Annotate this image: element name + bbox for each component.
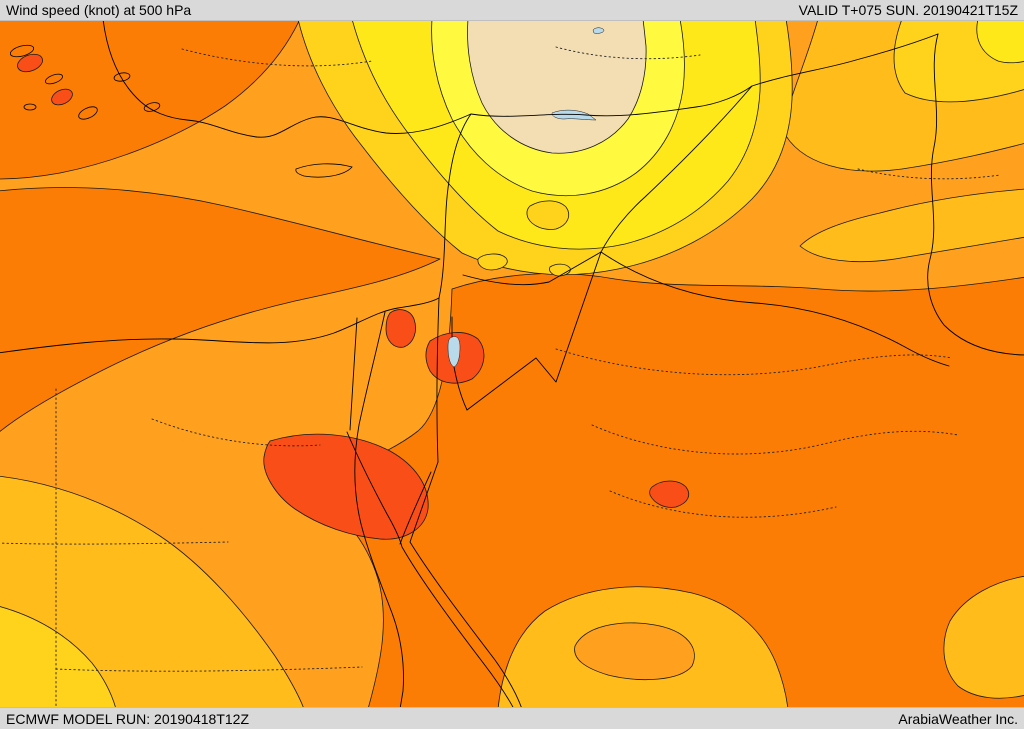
lake-assad xyxy=(551,109,597,121)
border-turkey-iraq xyxy=(751,33,939,87)
border-syria-jordan xyxy=(462,251,602,286)
dotted-iraq-interior xyxy=(857,168,1001,180)
lake-small-north xyxy=(592,27,605,34)
aegean-island-6 xyxy=(143,102,161,112)
contour-fill-deep-orange-west-band xyxy=(0,187,441,432)
contour-spot-gold-below-2 xyxy=(549,263,571,277)
dotted-turkey-1 xyxy=(181,48,373,67)
aegean-island-4 xyxy=(23,103,37,111)
dotted-egypt-sudan xyxy=(55,666,363,672)
map-footer-bar: ECMWF MODEL RUN: 20190418T12Z ArabiaWeat… xyxy=(0,707,1024,729)
valid-time-label: VALID T+075 SUN. 20190421T15Z xyxy=(798,2,1018,18)
contour-map-canvas xyxy=(0,21,1024,707)
country-borders-group xyxy=(436,33,1024,463)
branding-label: ArabiaWeather Inc. xyxy=(898,710,1018,727)
border-jordan-rift xyxy=(451,316,468,411)
aegean-island-1 xyxy=(9,44,35,58)
dotted-boundaries-group xyxy=(0,46,1001,707)
contour-fill-red-sinai xyxy=(263,433,429,540)
contour-fill-deep-orange-topleft xyxy=(0,21,300,180)
aegean-island-5 xyxy=(113,72,131,82)
contour-fill-gold-bottomleft xyxy=(0,606,116,707)
contour-fill-amber-bottomright xyxy=(943,575,1024,699)
dotted-saudi-3 xyxy=(609,490,837,518)
contour-fill-orange-core-bottomcenter xyxy=(574,622,695,681)
model-run-label: ECMWF MODEL RUN: 20190418T12Z xyxy=(6,710,249,727)
border-syria-iraq xyxy=(600,85,753,253)
mediterranean-coastline xyxy=(0,21,472,354)
dotted-turkey-2 xyxy=(555,46,701,60)
contour-fill-red-aegean-1 xyxy=(17,53,43,73)
gulf-of-aqaba-west-shore xyxy=(399,471,432,545)
dotted-egypt-lat-1 xyxy=(0,541,229,545)
red-sea-west-shore xyxy=(346,431,514,707)
cyprus-island xyxy=(295,163,353,178)
map-title: Wind speed (knot) at 500 hPa xyxy=(6,2,192,18)
contour-fill-red-small-west xyxy=(385,309,416,348)
coastline-group xyxy=(0,21,522,707)
wind-speed-map xyxy=(0,21,1024,707)
border-iraq-saudi xyxy=(600,251,950,367)
red-sea-east-shore xyxy=(409,461,522,707)
suez-canal xyxy=(349,317,358,431)
map-header-bar: Wind speed (knot) at 500 hPa VALID T+075… xyxy=(0,0,1024,21)
aegean-island-2 xyxy=(45,73,63,85)
border-egypt-israel xyxy=(436,297,440,463)
aegean-island-3 xyxy=(78,106,98,120)
contour-fill-amber-right-tongue xyxy=(799,188,1024,263)
contour-spot-gold-inner xyxy=(526,200,570,230)
dotted-saudi-2 xyxy=(591,424,959,455)
nile-river xyxy=(354,311,404,707)
contour-spot-gold-below-1 xyxy=(477,253,508,271)
contour-fill-cream-topcenter xyxy=(467,21,647,154)
contour-fill-red-saudi xyxy=(649,480,690,508)
border-iran-iraq xyxy=(927,33,1024,356)
border-turkey-syria xyxy=(470,85,753,117)
contour-fill-red-aegean-2 xyxy=(51,88,73,106)
border-jordan-saudi xyxy=(466,251,602,411)
